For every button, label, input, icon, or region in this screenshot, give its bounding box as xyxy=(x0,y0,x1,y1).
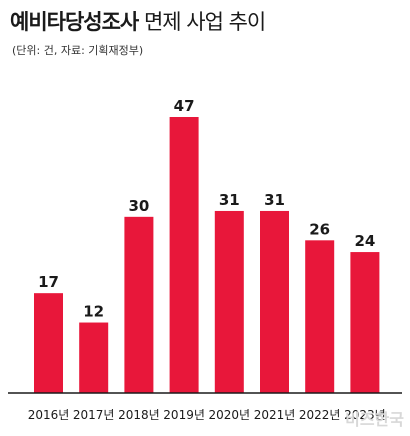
chart-title: 예비타당성조사 면제 사업 추이 xyxy=(10,6,266,36)
bar xyxy=(124,216,154,393)
x-tick-label: 2020년 xyxy=(209,408,251,422)
source-note: (단위: 건, 자료: 기획재정부) xyxy=(12,44,144,57)
bar xyxy=(79,322,109,393)
bar xyxy=(214,210,244,393)
data-label: 30 xyxy=(128,197,149,215)
data-label: 12 xyxy=(83,303,104,321)
bar xyxy=(350,252,380,393)
bar xyxy=(305,240,335,393)
bar xyxy=(260,210,289,393)
x-tick-label: 2016년 xyxy=(28,408,70,422)
data-label: 31 xyxy=(219,191,240,209)
x-tick-label: 2022년 xyxy=(299,408,341,422)
title-bold: 예비타당성조사 xyxy=(10,10,139,34)
watermark: 비즈한국 xyxy=(345,410,404,429)
bar xyxy=(169,117,199,393)
bar xyxy=(34,293,63,393)
x-tick-label: 2017년 xyxy=(73,408,115,422)
x-tick-label: 2021년 xyxy=(254,408,296,422)
title-rest: 면제 사업 추이 xyxy=(143,10,266,34)
data-label: 26 xyxy=(309,220,330,238)
x-tick-label: 2018년 xyxy=(118,408,160,422)
x-tick-label: 2019년 xyxy=(163,408,205,422)
data-label: 47 xyxy=(174,97,195,115)
data-label: 24 xyxy=(354,232,375,250)
data-label: 17 xyxy=(38,273,59,291)
data-label: 31 xyxy=(264,191,285,209)
x-tick-label: 2023년 xyxy=(344,408,386,422)
